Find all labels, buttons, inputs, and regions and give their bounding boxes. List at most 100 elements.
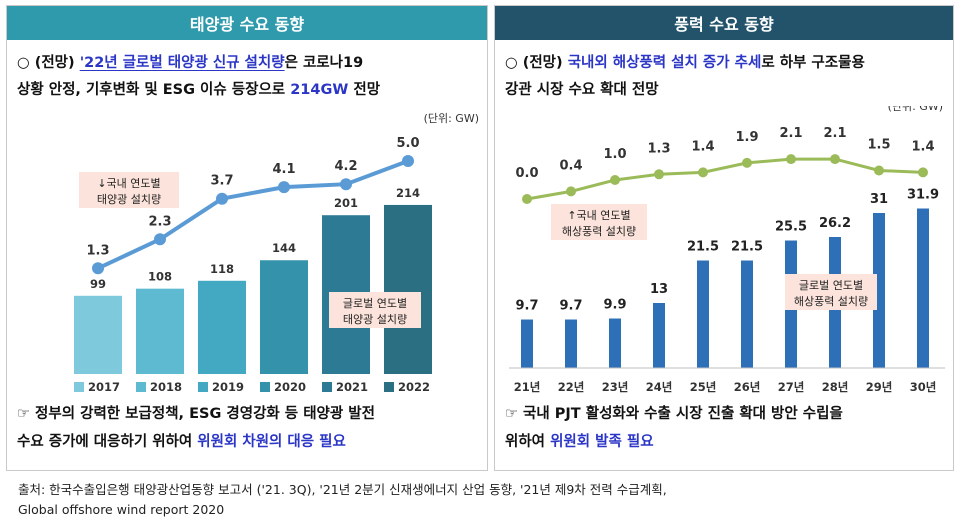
- x-label-21년: 21년: [514, 380, 541, 394]
- line-point-29년: [874, 165, 884, 176]
- line-value-26년: 1.9: [735, 130, 758, 145]
- global-label-box: [329, 292, 421, 328]
- legend-swatch-2018: [136, 382, 146, 392]
- bar-value-24년: 13: [650, 282, 668, 297]
- wind-note-line1: ☞ 국내 PJT 활성화와 수출 시장 진출 확대 방안 수립을: [505, 406, 843, 422]
- line-point-28년: [830, 154, 840, 165]
- line-point-26년: [742, 157, 752, 168]
- solar-note-line1: ☞ 정부의 강력한 보급정책, ESG 경영강화 등 태양광 발전: [17, 406, 375, 422]
- wind-note-highlight: 위원회 발족 필요: [550, 434, 654, 450]
- line-value-24년: 1.3: [647, 141, 670, 156]
- legend-label-2022: 2022: [398, 380, 430, 394]
- legend-swatch-2017: [74, 382, 84, 392]
- bar-26년: [741, 260, 753, 368]
- legend-label-2020: 2020: [274, 380, 306, 394]
- bar-value-2019: 118: [210, 262, 234, 276]
- unit-label: (단위: GW): [888, 106, 943, 113]
- bar-value-21년: 9.7: [515, 299, 538, 314]
- x-label-22년: 22년: [558, 380, 585, 394]
- wind-domestic-line: [526, 157, 924, 201]
- solar-headline-prefix: ○ (전망): [17, 55, 80, 71]
- bar-value-2021: 201: [334, 196, 358, 210]
- line-point-23년: [610, 175, 620, 185]
- line-value-21년: 0.0: [515, 166, 538, 181]
- bar-value-28년: 26.2: [819, 216, 851, 231]
- bar-value-23년: 9.9: [603, 298, 626, 313]
- unit-label: (단위: GW): [424, 112, 479, 125]
- solar-headline-end: 전망: [348, 82, 381, 98]
- legend-label-2018: 2018: [150, 380, 182, 394]
- global-label-line1: 글로벌 연도별: [343, 297, 407, 310]
- x-label-30년: 30년: [910, 380, 937, 394]
- line-value-28년: 2.1: [823, 126, 846, 141]
- global-label-box: [785, 274, 877, 310]
- line-point-2017: [92, 262, 104, 275]
- line-value-2022: 5.0: [396, 136, 419, 151]
- legend-swatch-2019: [198, 382, 208, 392]
- bar-value-2018: 108: [148, 270, 172, 284]
- line-value-23년: 1.0: [603, 147, 626, 162]
- domestic-label-line2: 해상풍력 설치량: [562, 224, 636, 238]
- legend-label-2017: 2017: [88, 380, 120, 394]
- line-point-25년: [698, 167, 708, 178]
- bar-2018: [136, 288, 184, 374]
- bar-2020: [260, 260, 308, 374]
- bar-2022: [384, 204, 432, 374]
- wind-panel-title: 풍력 수요 동향: [495, 6, 953, 40]
- line-value-2021: 4.2: [334, 159, 357, 174]
- bar-22년: [565, 319, 577, 368]
- bar-2019: [198, 280, 246, 374]
- line-value-27년: 2.1: [779, 126, 802, 141]
- x-label-29년: 29년: [866, 380, 893, 394]
- wind-headline-prefix: ○ (전망): [505, 55, 568, 71]
- solar-panel-title: 태양광 수요 동향: [7, 6, 487, 40]
- bar-value-2020: 144: [272, 241, 296, 255]
- x-label-26년: 26년: [734, 380, 761, 394]
- bar-value-26년: 21.5: [731, 240, 763, 255]
- x-label-25년: 25년: [690, 380, 717, 394]
- legend-swatch-2020: [260, 382, 270, 392]
- bar-24년: [653, 303, 665, 368]
- line-point-2019: [216, 192, 228, 205]
- bar-value-30년: 31.9: [907, 188, 939, 203]
- wind-headline: ○ (전망) 국내외 해상풍력 설치 증가 추세로 하부 구조물용 강관 시장 …: [505, 50, 947, 104]
- legend-swatch-2022: [384, 382, 394, 392]
- bar-21년: [521, 319, 533, 368]
- x-label-27년: 27년: [778, 380, 805, 394]
- bar-value-27년: 25.5: [775, 220, 807, 235]
- domestic-label-line1: ↑국내 연도별: [567, 209, 630, 222]
- bar-2017: [74, 295, 122, 374]
- wind-headline-highlight: 국내외 해상풍력 설치 증가 추세: [567, 55, 762, 71]
- line-point-22년: [566, 186, 576, 197]
- source-footer: 출처: 한국수출입은행 태양광산업동향 보고서 ('21. 3Q), '21년 …: [18, 480, 667, 520]
- wind-note-line2: 위하여: [505, 434, 551, 450]
- bar-value-2017: 99: [90, 277, 106, 291]
- line-point-2022: [402, 155, 414, 167]
- solar-chart: (단위: GW) 99 2017 108 2018 118 2019 144 2020 201 20…: [74, 112, 479, 394]
- x-label-28년: 28년: [822, 380, 849, 394]
- line-point-24년: [654, 169, 664, 180]
- line-value-29년: 1.5: [867, 138, 890, 153]
- bar-value-25년: 21.5: [687, 240, 719, 255]
- solar-headline-value: 214GW: [290, 82, 349, 98]
- wind-headline-rest: 로 하부 구조물용: [761, 55, 865, 71]
- bar-value-29년: 31: [870, 192, 888, 207]
- line-value-2018: 2.3: [148, 214, 171, 229]
- solar-note-line2: 수요 증가에 대응하기 위하여: [17, 434, 198, 450]
- bar-25년: [697, 260, 709, 368]
- domestic-label-box: [79, 172, 179, 208]
- wind-demand-panel: 풍력 수요 동향 ○ (전망) 국내외 해상풍력 설치 증가 추세로 하부 구조…: [494, 5, 954, 471]
- line-point-30년: [918, 167, 928, 178]
- x-label-24년: 24년: [646, 380, 673, 394]
- line-value-2019: 3.7: [210, 174, 233, 189]
- bar-value-22년: 9.7: [559, 299, 582, 314]
- solar-headline-rest: 은 코로나19: [284, 55, 364, 71]
- line-point-27년: [786, 154, 796, 165]
- line-value-25년: 1.4: [691, 139, 714, 154]
- line-value-2017: 1.3: [86, 243, 109, 258]
- source-line2: Global offshore wind report 2020: [18, 502, 225, 517]
- solar-headline-highlight: '22년 글로벌 태양광 신규 설치량: [79, 55, 285, 71]
- bar-29년: [873, 213, 885, 368]
- bar-23년: [609, 318, 621, 368]
- line-point-2018: [154, 233, 166, 246]
